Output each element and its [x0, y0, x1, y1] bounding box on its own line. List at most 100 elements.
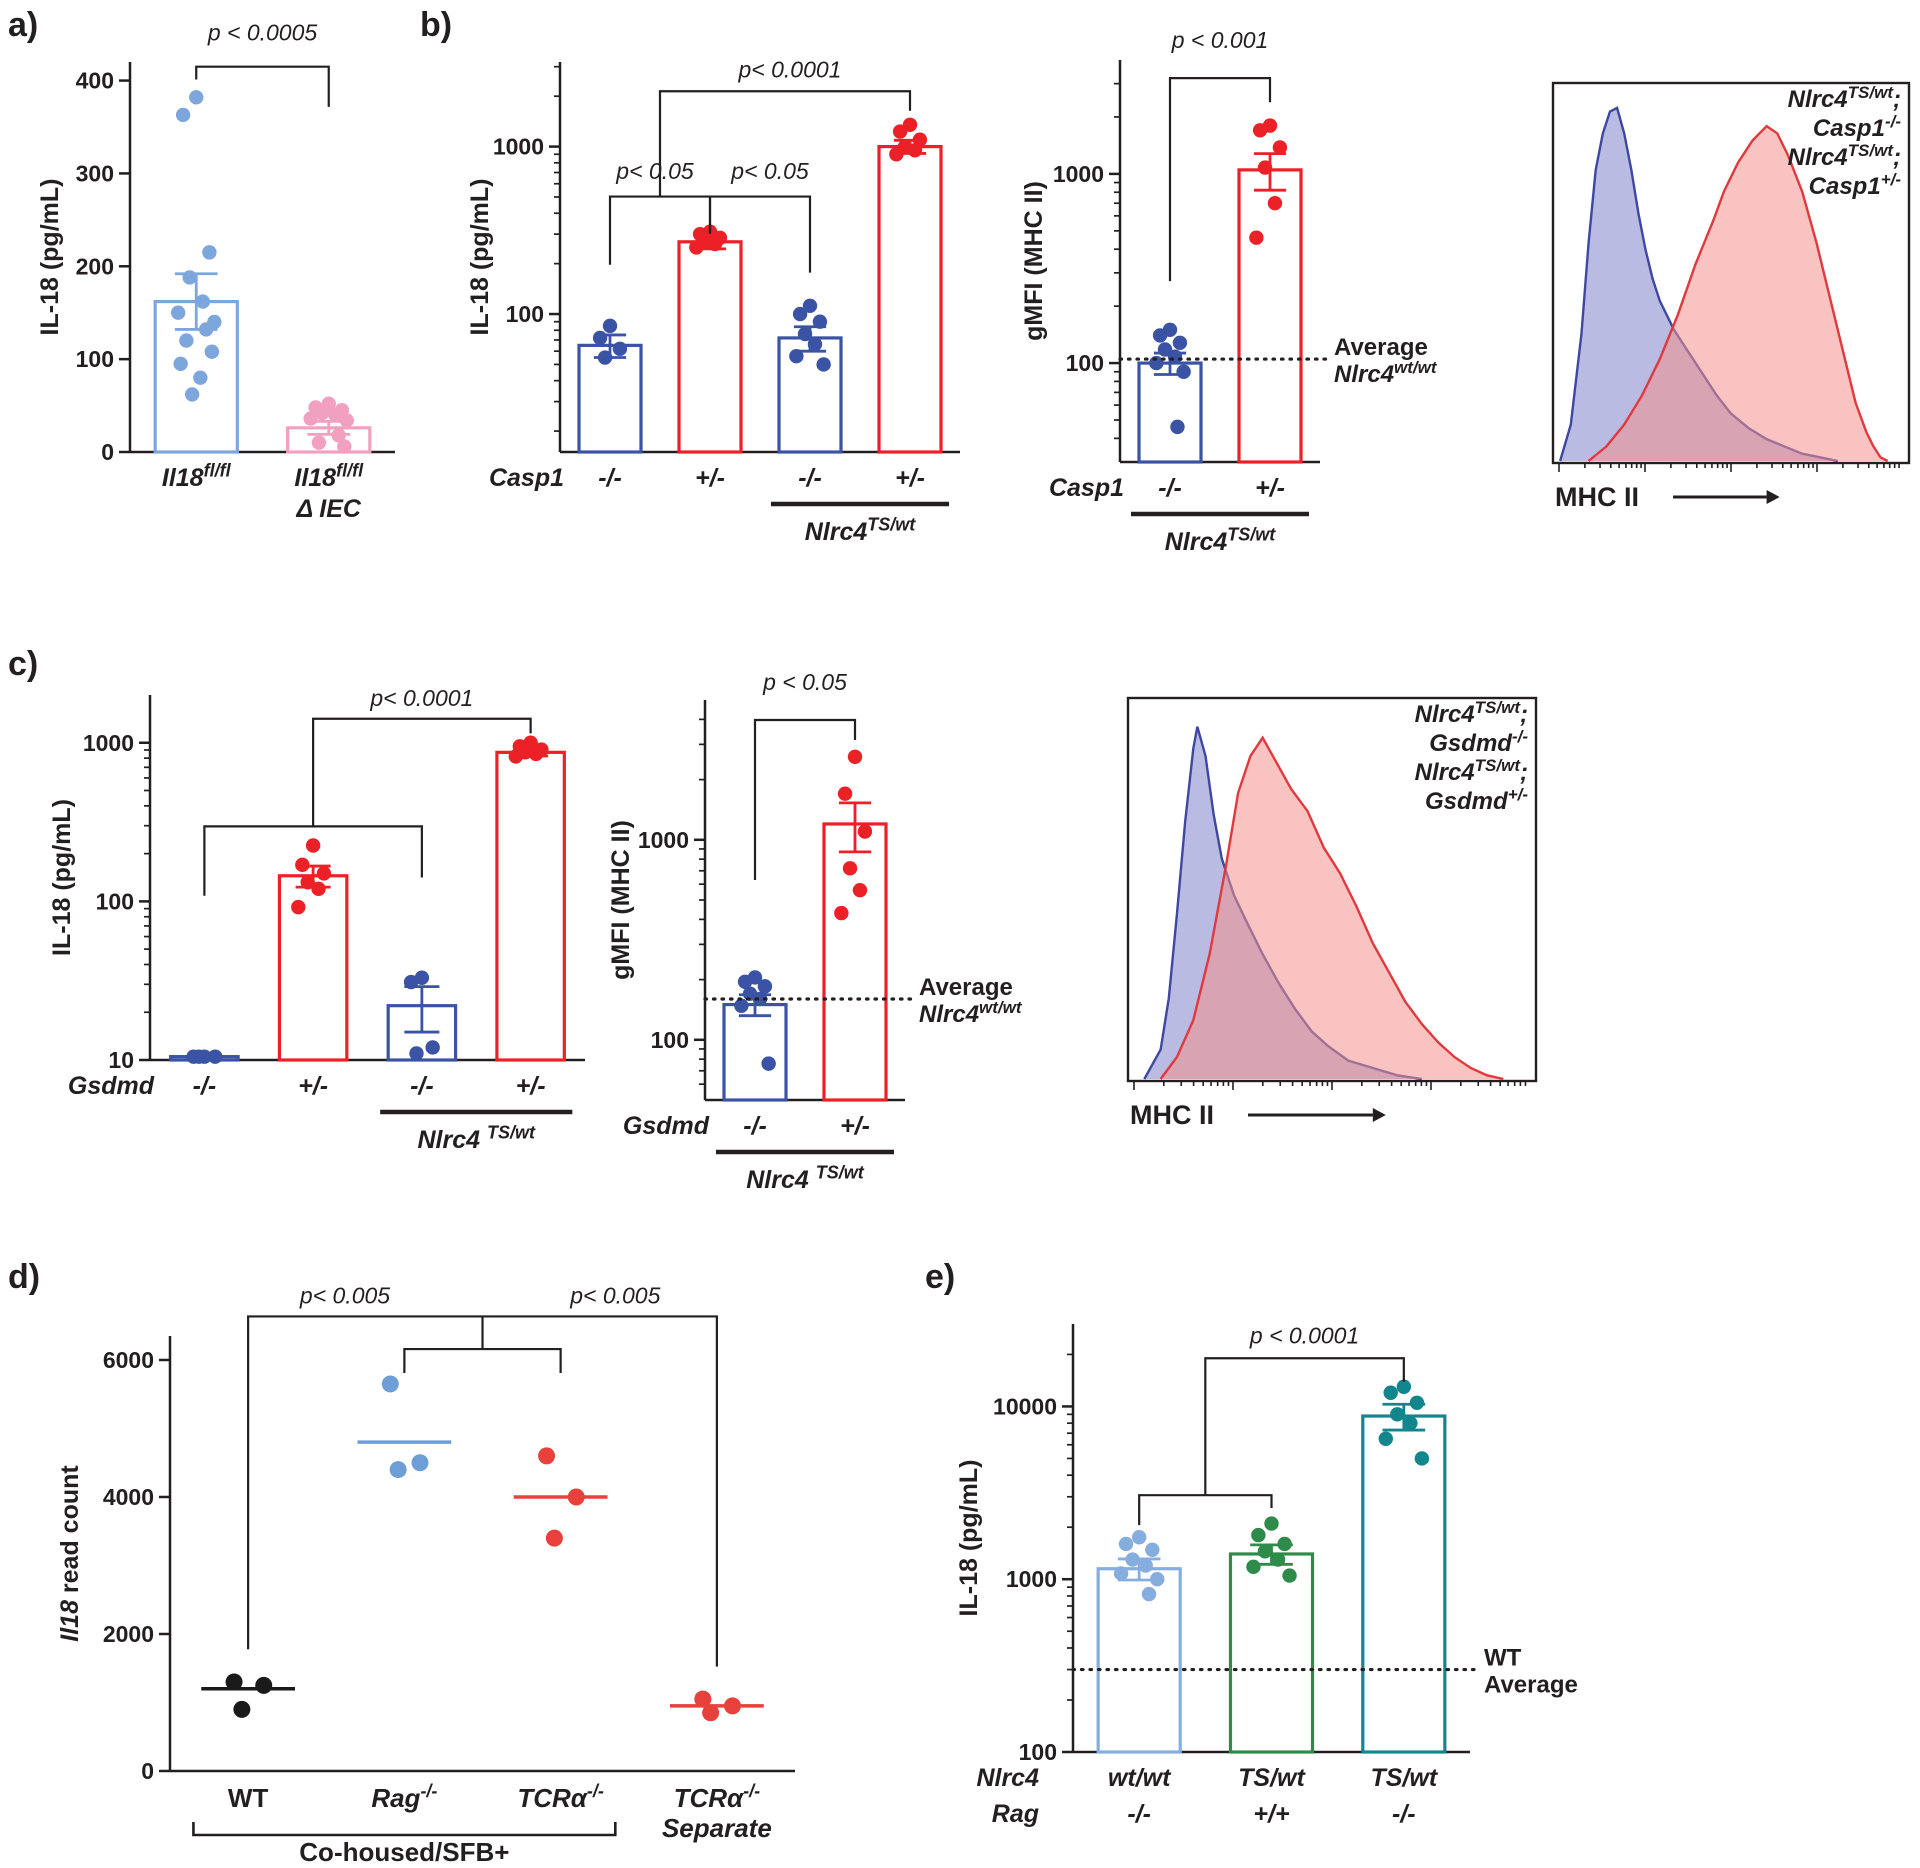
panel-c-il18-bar-chart: 10 100 1000 IL-18 (pg/mL) -/- +/- -/- +/- Gsdmd N… — [25, 655, 600, 1220]
panel-c-flow-histogram: Nlrc4TS/wt; Gsdmd-/- Nlrc4TS/wt; Gsdmd+/- MH… — [1120, 678, 1548, 1153]
svg-text:Gsdmd+/-: Gsdmd+/- — [1425, 785, 1528, 815]
svg-text:1000: 1000 — [1053, 161, 1104, 187]
svg-text:1000: 1000 — [83, 730, 134, 756]
svg-text:1000: 1000 — [638, 827, 689, 853]
panel-label-e: e) — [925, 1258, 956, 1296]
svg-text:IL-18 (pg/mL): IL-18 (pg/mL) — [955, 1460, 983, 1617]
svg-text:p < 0.0001: p < 0.0001 — [1249, 1322, 1359, 1348]
svg-text:Nlrc4wt/wt: Nlrc4wt/wt — [1334, 358, 1438, 388]
svg-text:Average: Average — [919, 974, 1013, 1001]
panel-a-il18-bar-chart: 0 100 200 300 400 IL-18 (pg/mL) Il18fl/fl Il18f… — [20, 12, 420, 572]
svg-text:p< 0.005: p< 0.005 — [569, 1282, 660, 1308]
svg-text:Nlrc4 TS/wt: Nlrc4 TS/wt — [746, 1163, 864, 1195]
svg-text:100: 100 — [96, 888, 134, 914]
svg-text:IL-18 (pg/mL): IL-18 (pg/mL) — [36, 179, 64, 336]
svg-text:-/-: -/- — [598, 464, 622, 492]
svg-text:+/-: +/- — [1255, 474, 1285, 502]
svg-text:Gsdmd-/-: Gsdmd-/- — [1429, 727, 1528, 757]
panel-b-flow-histogram: Nlrc4TS/wt; Casp1-/- Nlrc4TS/wt; Casp1+/- MH… — [1545, 58, 1917, 523]
svg-text:Co-housed/SFB+: Co-housed/SFB+ — [299, 1837, 509, 1866]
svg-text:Il18fl/flΔ IEC: Il18fl/fl Δ IEC — [294, 461, 364, 524]
svg-text:Nlrc4wt/wt: Nlrc4wt/wt — [919, 998, 1023, 1028]
svg-text:MHC II: MHC II — [1555, 482, 1639, 512]
svg-text:gMFI (MHC II): gMFI (MHC II) — [607, 820, 635, 980]
svg-text:p< 0.05: p< 0.05 — [615, 158, 694, 184]
svg-text:Nlrc4TS/wt;: Nlrc4TS/wt; — [1415, 698, 1528, 728]
svg-text:Casp1+/-: Casp1+/- — [1809, 170, 1902, 200]
svg-text:p < 0.0005: p < 0.0005 — [207, 20, 318, 46]
svg-text:-/-: -/- — [1158, 474, 1182, 502]
svg-text:+/-: +/- — [298, 1072, 328, 1100]
panel-b-il18-bar-chart: 100 1000 IL-18 (pg/mL) -/- +/- -/- +/- Casp1 Nlr… — [450, 12, 975, 577]
svg-text:+/-: +/- — [895, 464, 925, 492]
svg-text:Casp1: Casp1 — [489, 464, 564, 492]
svg-text:2000: 2000 — [103, 1621, 154, 1647]
svg-text:200: 200 — [76, 253, 114, 279]
svg-text:300: 300 — [76, 160, 114, 186]
svg-text:Nlrc4TS/wt;: Nlrc4TS/wt; — [1788, 141, 1901, 171]
svg-text:Average: Average — [1334, 334, 1428, 361]
svg-text:Nlrc4: Nlrc4 — [976, 1764, 1039, 1792]
svg-text:TCRα-/-: TCRα-/- — [517, 1781, 604, 1813]
panel-label-b: b) — [420, 6, 453, 44]
svg-text:MHC II: MHC II — [1130, 1100, 1214, 1130]
svg-text:Nlrc4TS/wt;: Nlrc4TS/wt; — [1788, 83, 1901, 113]
svg-text:100: 100 — [506, 301, 544, 327]
svg-text:p < 0.001: p < 0.001 — [1171, 27, 1269, 53]
svg-text:IL-18 (pg/mL): IL-18 (pg/mL) — [466, 179, 494, 336]
svg-text:p< 0.0001: p< 0.0001 — [369, 685, 473, 711]
svg-text:10: 10 — [108, 1047, 134, 1073]
svg-text:Gsdmd: Gsdmd — [68, 1072, 155, 1100]
svg-text:-/-: -/- — [743, 1112, 767, 1140]
svg-text:p < 0.05: p < 0.05 — [762, 669, 847, 695]
svg-text:wt/wt: wt/wt — [1108, 1764, 1172, 1792]
svg-text:Gsdmd: Gsdmd — [623, 1112, 710, 1140]
svg-text:+/-: +/- — [516, 1072, 546, 1100]
svg-text:IL-18 (pg/mL): IL-18 (pg/mL) — [48, 799, 76, 956]
svg-text:Average: Average — [1484, 1672, 1578, 1699]
svg-text:Il18 read count: Il18 read count — [56, 1465, 84, 1642]
svg-text:10000: 10000 — [993, 1393, 1057, 1419]
svg-text:Nlrc4TS/wt: Nlrc4TS/wt — [805, 515, 917, 547]
svg-text:1000: 1000 — [1006, 1566, 1057, 1592]
svg-text:Casp1-/-: Casp1-/- — [1813, 112, 1901, 142]
svg-text:TCRα-/-Separate: TCRα-/-Separate — [662, 1781, 772, 1843]
svg-text:100: 100 — [1019, 1739, 1057, 1765]
panel-label-a: a) — [8, 6, 39, 44]
svg-text:1000: 1000 — [493, 134, 544, 160]
panel-c-gmfi-bar-chart: 100 1000 gMFI (MHC II) Average Nlrc4wt/wt -/-… — [585, 640, 1075, 1220]
panel-label-c: c) — [8, 645, 39, 683]
svg-text:+/-: +/- — [695, 464, 725, 492]
svg-text:Rag-/-: Rag-/- — [371, 1781, 437, 1813]
panel-b-gmfi-bar-chart: 100 1000 gMFI (MHC II) Average Nlrc4wt/wt -/-… — [1000, 5, 1480, 577]
panel-d-scatter-plot: 0 2000 4000 6000 Il18 read count WT Rag-/- TCRα… — [20, 1268, 830, 1867]
svg-text:100: 100 — [76, 346, 114, 372]
svg-text:TS/wt: TS/wt — [1238, 1764, 1306, 1792]
svg-text:-/-: -/- — [1127, 1800, 1151, 1828]
svg-text:100: 100 — [1066, 350, 1104, 376]
svg-text:-/-: -/- — [1392, 1800, 1416, 1828]
svg-text:400: 400 — [76, 68, 114, 94]
svg-text:-/-: -/- — [410, 1072, 434, 1100]
svg-text:p< 0.005: p< 0.005 — [299, 1282, 390, 1308]
svg-text:+/-: +/- — [840, 1112, 870, 1140]
svg-text:Il18fl/fl: Il18fl/fl — [162, 461, 232, 493]
svg-text:0: 0 — [101, 439, 114, 465]
svg-text:-/-: -/- — [798, 464, 822, 492]
svg-text:WT: WT — [228, 1783, 269, 1813]
panel-e-il18-bar-chart: 100 1000 10000 IL-18 (pg/mL) WT Average Nlrc4 w… — [918, 1262, 1580, 1862]
svg-text:gMFI (MHC II): gMFI (MHC II) — [1020, 181, 1048, 341]
svg-text:0: 0 — [141, 1758, 154, 1784]
svg-text:p< 0.05: p< 0.05 — [730, 158, 809, 184]
svg-text:TS/wt: TS/wt — [1370, 1764, 1438, 1792]
svg-text:Nlrc4 TS/wt: Nlrc4 TS/wt — [418, 1123, 536, 1155]
svg-text:Nlrc4TS/wt;: Nlrc4TS/wt; — [1415, 756, 1528, 786]
svg-text:100: 100 — [651, 1027, 689, 1053]
svg-text:p< 0.0001: p< 0.0001 — [738, 57, 842, 83]
svg-text:WT: WT — [1484, 1645, 1522, 1672]
svg-text:Nlrc4TS/wt: Nlrc4TS/wt — [1165, 525, 1277, 557]
svg-text:6000: 6000 — [103, 1347, 154, 1373]
panel-label-d: d) — [8, 1258, 41, 1296]
svg-text:Casp1: Casp1 — [1049, 474, 1124, 502]
